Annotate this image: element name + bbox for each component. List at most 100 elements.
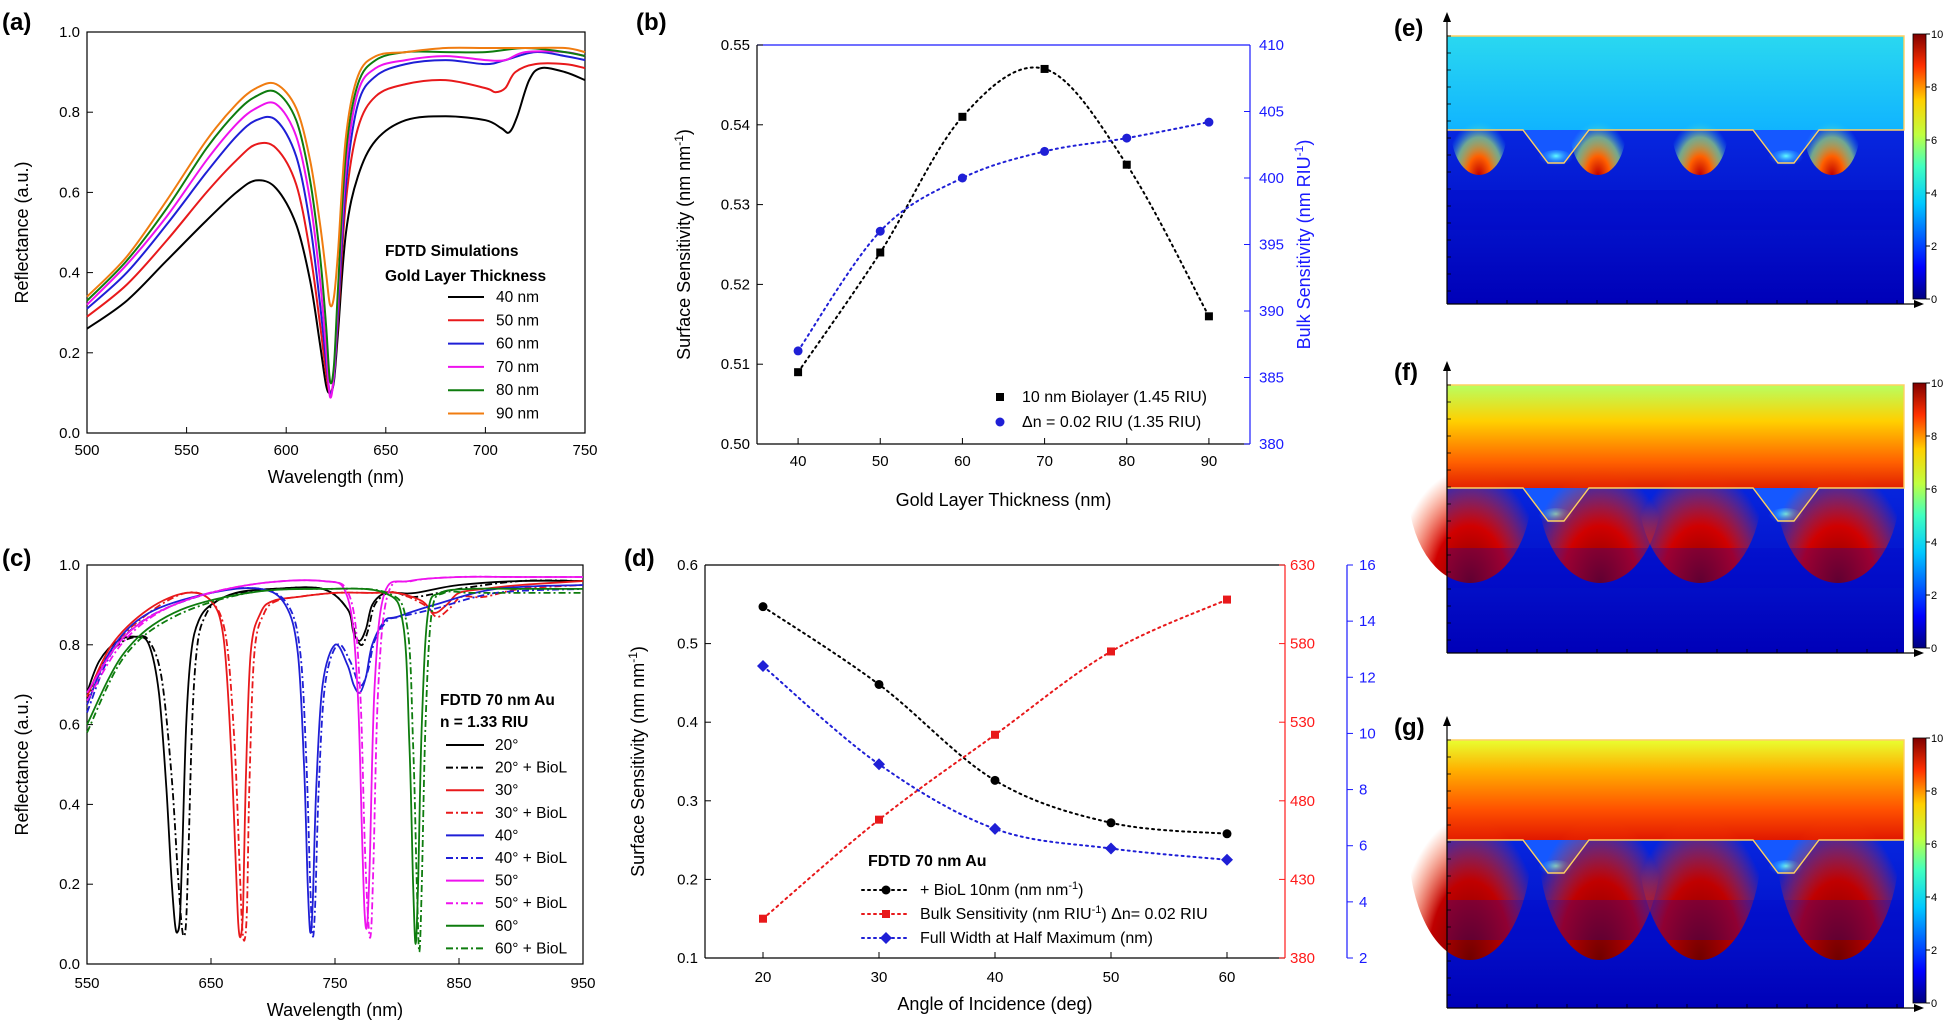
data-point <box>794 368 803 377</box>
series-fit-line <box>762 605 1228 835</box>
colorbar-tick-label: 10 <box>1931 733 1943 745</box>
data-point <box>1107 647 1115 656</box>
x-tick-label: 90 <box>1201 453 1218 470</box>
data-point <box>1222 829 1232 839</box>
y2-axis-label-end: ) <box>1294 140 1314 146</box>
data-point <box>957 173 967 183</box>
x-tick-label: 500 <box>74 442 99 459</box>
colorbar-tick-label: 4 <box>1931 537 1937 549</box>
legend-marker <box>881 885 891 895</box>
legend-label: 70 nm <box>496 359 539 376</box>
y-axis-label: Surface Sensitivity (nm nm-1) <box>672 129 694 360</box>
y2-axis-label: Bulk Sensitivity (nm RIU-1) <box>1292 140 1314 350</box>
series-line-80nm <box>86 46 586 385</box>
chart-c: 550 650 750 850 950 0.0 0.2 0.4 0.6 0.8 1.0 Wavelen… <box>12 557 596 1020</box>
series-line <box>86 580 584 939</box>
interface-line <box>1447 35 1905 164</box>
legend-label: 30° <box>495 782 518 799</box>
data-point <box>759 914 767 923</box>
y-tick-label: 0.4 <box>677 714 698 731</box>
legend-marker <box>880 932 892 944</box>
y2-tick-label: 410 <box>1259 37 1284 54</box>
panel-label: (d) <box>624 545 655 572</box>
y3-tick-label: 14 <box>1359 613 1376 630</box>
field-map-1: 10 8 6 4 2 0 <box>1408 361 1943 657</box>
colorbar-tick-label: 4 <box>1931 188 1937 200</box>
y-axis-label-main: Surface Sensitivity (nm nm <box>628 663 648 877</box>
x-tick-label: 950 <box>570 975 595 992</box>
y-axis-label-sup: -1 <box>672 135 686 146</box>
y-tick-label: 0.0 <box>59 425 80 442</box>
colorbar-tick-label: 4 <box>1931 892 1937 904</box>
chart-a-frame <box>86 31 586 434</box>
colorbar-tick-label: 8 <box>1931 786 1937 798</box>
y-tick-label: 0.51 <box>721 356 750 373</box>
legend-label-end: ) Δn= 0.02 RIU <box>1101 906 1207 923</box>
data-point <box>1204 312 1213 321</box>
data-point <box>1122 133 1132 143</box>
y2-tick-label: 395 <box>1259 237 1284 254</box>
series-fit-line <box>797 121 1210 352</box>
colorbar-tick-label: 6 <box>1931 839 1937 851</box>
data-point <box>875 226 885 236</box>
panel-label: (a) <box>2 9 31 36</box>
legend-label-main: + BioL 10nm (nm nm <box>920 882 1068 899</box>
legend-marker <box>882 910 890 918</box>
arrow-up-icon <box>1443 716 1451 726</box>
series-fit-line <box>797 66 1210 374</box>
series-fit-line <box>762 598 1228 920</box>
x-tick-label: 750 <box>322 975 347 992</box>
data-point <box>1105 842 1117 855</box>
colorbar-tick-label: 10 <box>1931 29 1943 41</box>
groove <box>1753 130 1819 163</box>
panel-label: (f) <box>1394 359 1418 386</box>
colorbar-tick-label: 2 <box>1931 945 1937 957</box>
legend-label-main: Full Width at Half Maximum (nm) <box>920 930 1153 947</box>
colorbar-tick-label: 10 <box>1931 378 1943 390</box>
data-point <box>758 602 768 612</box>
y-tick-label: 0.2 <box>59 345 80 362</box>
x-tick-label: 30 <box>871 969 888 986</box>
y2-tick-label: 630 <box>1290 557 1315 574</box>
legend-marker <box>995 417 1005 427</box>
series-line <box>86 587 584 938</box>
y2-tick-label: 380 <box>1259 436 1284 453</box>
arrow-up-icon <box>1443 12 1451 22</box>
x-tick-label: 50 <box>1103 969 1120 986</box>
series-line-90nm <box>86 46 586 308</box>
x-tick-label: 550 <box>174 442 199 459</box>
arrow-up-icon <box>1443 361 1451 371</box>
y-axis-label-main: Surface Sensitivity (nm nm <box>674 146 694 360</box>
y2-tick-label: 390 <box>1259 303 1284 320</box>
series-fit-line <box>762 665 1228 861</box>
x-tick-label: 700 <box>473 442 498 459</box>
data-point <box>1040 146 1050 156</box>
legend-label: 60° + BioL <box>495 940 568 957</box>
x-tick-label: 80 <box>1118 453 1135 470</box>
legend-label: 80 nm <box>496 382 539 399</box>
legend-label-sup: -1 <box>1092 904 1102 916</box>
y2-axis-label-sup: -1 <box>1292 145 1306 156</box>
y-tick-label: 1.0 <box>59 557 80 574</box>
data-point <box>874 679 884 689</box>
colorbar-tick-label: 6 <box>1931 135 1937 147</box>
colorbar-tick-label: 8 <box>1931 431 1937 443</box>
series-line <box>86 584 584 942</box>
y-tick-label: 0.6 <box>677 557 698 574</box>
series-line <box>86 575 583 939</box>
y-tick-label: 0.1 <box>677 950 698 967</box>
inner-layer <box>1447 190 1904 230</box>
legend-label: Full Width at Half Maximum (nm) <box>920 930 1153 947</box>
panel-label: (e) <box>1394 15 1423 42</box>
y3-tick-label: 4 <box>1359 894 1367 911</box>
legend-label: 50° <box>495 873 518 890</box>
chart-d: 20 30 40 50 60 0.1 0.2 0.3 0.4 0.5 0.6 380 430 480 530… <box>626 557 1376 1014</box>
colorbar-tick-label: 0 <box>1931 998 1937 1010</box>
panel-label: (c) <box>2 545 31 572</box>
y-tick-label: 0.0 <box>59 956 80 973</box>
data-point <box>1122 160 1131 169</box>
legend-title: FDTD Simulations <box>385 243 518 260</box>
arrow-right-icon <box>1914 1004 1924 1012</box>
arrow-right-icon <box>1914 649 1924 657</box>
groove-hotspot <box>1768 150 1804 170</box>
